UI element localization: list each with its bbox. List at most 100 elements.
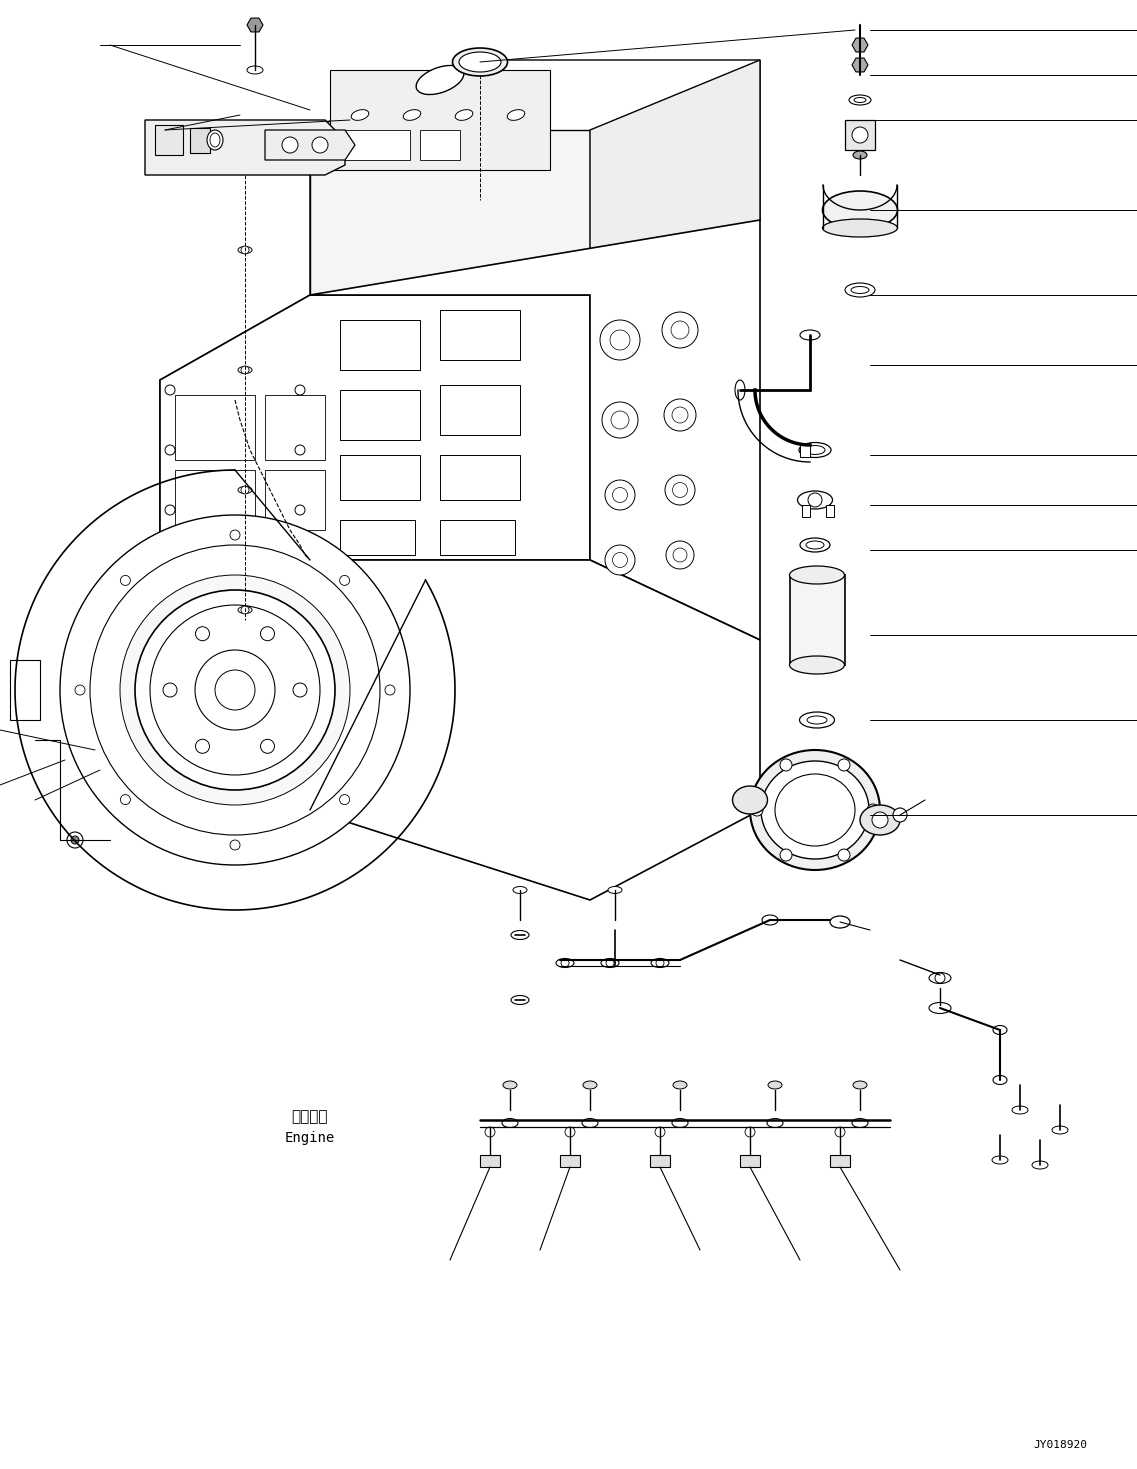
- Circle shape: [294, 505, 305, 516]
- Ellipse shape: [455, 110, 473, 120]
- Circle shape: [165, 385, 175, 395]
- Circle shape: [672, 482, 688, 498]
- Circle shape: [282, 137, 298, 153]
- Circle shape: [662, 311, 698, 348]
- Circle shape: [294, 566, 305, 574]
- Text: Engine: Engine: [285, 1131, 335, 1144]
- Polygon shape: [852, 38, 868, 51]
- Bar: [265, 395, 325, 460]
- Text: エンジン: エンジン: [292, 1109, 329, 1124]
- Ellipse shape: [556, 958, 574, 968]
- Circle shape: [90, 545, 380, 834]
- Circle shape: [163, 683, 177, 696]
- Circle shape: [673, 548, 687, 563]
- Circle shape: [745, 1127, 755, 1137]
- Bar: [650, 1155, 670, 1166]
- Circle shape: [780, 759, 792, 771]
- Bar: [340, 455, 420, 499]
- Ellipse shape: [789, 657, 845, 674]
- Bar: [825, 505, 835, 517]
- Polygon shape: [247, 18, 263, 32]
- Ellipse shape: [797, 491, 832, 508]
- Bar: [561, 1155, 580, 1166]
- Ellipse shape: [830, 917, 850, 928]
- Polygon shape: [852, 59, 868, 72]
- Ellipse shape: [238, 247, 252, 254]
- Ellipse shape: [1052, 1127, 1068, 1134]
- Ellipse shape: [767, 1081, 782, 1089]
- Circle shape: [656, 959, 664, 967]
- Circle shape: [196, 739, 209, 754]
- Circle shape: [485, 1127, 495, 1137]
- Polygon shape: [590, 60, 760, 295]
- Circle shape: [609, 331, 630, 350]
- Circle shape: [312, 137, 327, 153]
- Ellipse shape: [1032, 1161, 1048, 1169]
- Circle shape: [165, 505, 175, 516]
- Bar: [440, 385, 520, 435]
- Circle shape: [664, 400, 696, 430]
- Circle shape: [808, 494, 822, 507]
- Circle shape: [780, 849, 792, 861]
- Bar: [340, 389, 420, 441]
- Circle shape: [70, 836, 78, 845]
- Ellipse shape: [822, 219, 897, 237]
- Circle shape: [260, 739, 274, 754]
- Ellipse shape: [767, 1118, 783, 1128]
- Circle shape: [868, 804, 879, 815]
- Ellipse shape: [860, 805, 901, 834]
- Ellipse shape: [993, 1025, 1007, 1034]
- Circle shape: [605, 545, 634, 574]
- Circle shape: [655, 1127, 665, 1137]
- Circle shape: [241, 607, 249, 614]
- Ellipse shape: [672, 1118, 688, 1128]
- Circle shape: [672, 407, 688, 423]
- Bar: [330, 71, 550, 170]
- Circle shape: [835, 1127, 845, 1137]
- Bar: [802, 505, 810, 517]
- Ellipse shape: [761, 761, 869, 859]
- Ellipse shape: [503, 1118, 518, 1128]
- Circle shape: [150, 605, 319, 776]
- Circle shape: [196, 627, 209, 640]
- Ellipse shape: [849, 95, 871, 104]
- Circle shape: [293, 683, 307, 696]
- Ellipse shape: [453, 48, 507, 76]
- Circle shape: [606, 959, 614, 967]
- Circle shape: [601, 403, 638, 438]
- Ellipse shape: [207, 129, 223, 150]
- Polygon shape: [310, 220, 760, 640]
- Ellipse shape: [789, 566, 845, 585]
- Ellipse shape: [238, 366, 252, 373]
- Ellipse shape: [800, 538, 830, 552]
- Ellipse shape: [775, 774, 855, 846]
- Circle shape: [230, 840, 240, 851]
- Ellipse shape: [583, 1081, 597, 1089]
- Circle shape: [852, 126, 868, 142]
- Circle shape: [260, 627, 274, 640]
- Bar: [800, 444, 810, 457]
- Ellipse shape: [854, 97, 866, 103]
- Text: JY018920: JY018920: [1034, 1440, 1087, 1450]
- Ellipse shape: [1012, 1106, 1028, 1114]
- Ellipse shape: [513, 886, 528, 893]
- Ellipse shape: [196, 563, 255, 598]
- Circle shape: [666, 541, 694, 569]
- Ellipse shape: [185, 555, 265, 605]
- Circle shape: [241, 245, 249, 254]
- Circle shape: [838, 849, 850, 861]
- Bar: [420, 129, 460, 160]
- Ellipse shape: [799, 712, 835, 729]
- Circle shape: [121, 576, 131, 586]
- Ellipse shape: [511, 996, 529, 1005]
- Bar: [175, 470, 255, 530]
- Circle shape: [935, 972, 945, 983]
- Circle shape: [196, 649, 275, 730]
- Ellipse shape: [807, 715, 827, 724]
- Ellipse shape: [416, 66, 464, 94]
- Bar: [330, 129, 410, 160]
- Ellipse shape: [238, 607, 252, 614]
- Circle shape: [165, 566, 175, 574]
- Ellipse shape: [993, 1075, 1007, 1084]
- Polygon shape: [310, 129, 590, 295]
